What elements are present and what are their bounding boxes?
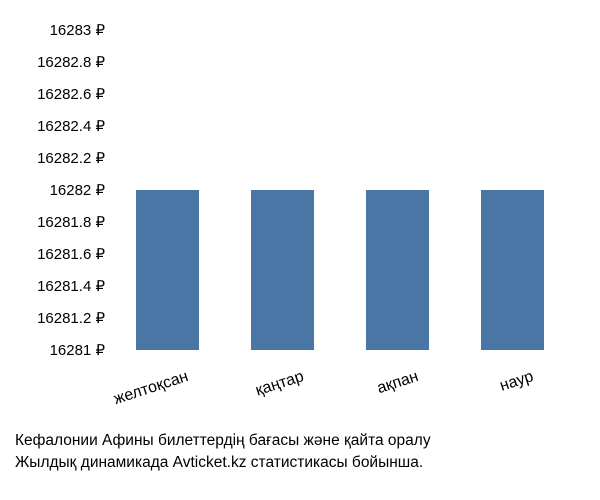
y-tick-label: 16281.6 ₽ xyxy=(0,245,105,263)
x-tick-label: қаңтар xyxy=(253,368,306,400)
y-tick-label: 16282.8 ₽ xyxy=(0,53,105,71)
y-tick-label: 16281.2 ₽ xyxy=(0,309,105,327)
y-tick-label: 16281.8 ₽ xyxy=(0,213,105,231)
bar-plot xyxy=(110,30,570,350)
x-tick-label: наур xyxy=(498,368,536,396)
caption-line-2: Жылдық динамикада Avticket.kz статистика… xyxy=(15,452,585,474)
y-tick-label: 16283 ₽ xyxy=(0,21,105,39)
chart-plot-area xyxy=(110,30,570,350)
x-tick-label: желтоқсан xyxy=(112,368,191,409)
y-tick-label: 16282.6 ₽ xyxy=(0,85,105,103)
y-tick-label: 16282 ₽ xyxy=(0,181,105,199)
x-tick-label: ақпан xyxy=(375,368,421,398)
y-tick-label: 16281 ₽ xyxy=(0,341,105,359)
caption-line-1: Кефалонии Афины билеттердің бағасы және … xyxy=(15,430,585,452)
chart-caption: Кефалонии Афины билеттердің бағасы және … xyxy=(15,430,585,475)
y-axis: 16283 ₽16282.8 ₽16282.6 ₽16282.4 ₽16282.… xyxy=(0,30,105,350)
x-axis: желтоқсан қаңтар ақпан наур xyxy=(110,360,570,420)
bar xyxy=(251,190,314,350)
bar xyxy=(136,190,199,350)
bar xyxy=(481,190,544,350)
y-tick-label: 16281.4 ₽ xyxy=(0,277,105,295)
y-tick-label: 16282.4 ₽ xyxy=(0,117,105,135)
bar xyxy=(366,190,429,350)
y-tick-label: 16282.2 ₽ xyxy=(0,149,105,167)
